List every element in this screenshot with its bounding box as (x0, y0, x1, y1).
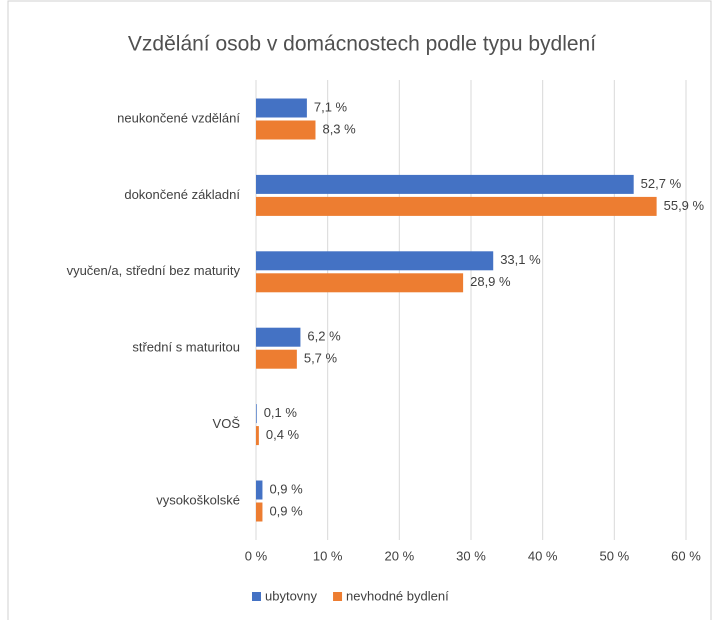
value-label: 0,9 % (269, 503, 303, 518)
chart-title: Vzdělání osob v domácnostech podle typu … (128, 33, 596, 56)
bar (256, 251, 494, 271)
y-tick-label: neukončené vzdělání (117, 110, 240, 125)
x-tick-label: 50 % (600, 548, 630, 563)
x-tick-label: 20 % (385, 548, 415, 563)
value-label: 33,1 % (500, 252, 541, 267)
value-label: 0,4 % (266, 427, 300, 442)
bar (256, 480, 263, 500)
value-label: 52,7 % (641, 176, 682, 191)
value-label: 5,7 % (304, 351, 338, 366)
x-tick-label: 60 % (671, 548, 701, 563)
chart-frame (7, 0, 712, 620)
legend-swatch (333, 592, 343, 601)
bar (256, 98, 307, 118)
bar (256, 502, 263, 522)
value-label: 8,3 % (322, 121, 356, 136)
x-tick-label: 0 % (245, 548, 268, 563)
y-tick-label: vysokoškolské (156, 492, 240, 507)
y-tick-label: střední s maturitou (132, 340, 240, 355)
x-tick-label: 30 % (456, 548, 486, 563)
y-tick-label: dokončené základní (124, 187, 240, 202)
bar (256, 404, 257, 424)
y-tick-label: VOŠ (213, 416, 241, 431)
bar (256, 349, 297, 369)
bar (256, 174, 634, 194)
value-label: 7,1 % (314, 99, 348, 114)
bar (256, 327, 301, 347)
x-tick-label: 40 % (528, 548, 558, 563)
value-label: 28,9 % (470, 274, 511, 289)
legend-swatch (252, 592, 261, 601)
value-label: 6,2 % (307, 329, 341, 344)
legend-label: nevhodné bydlení (346, 588, 449, 603)
bar (256, 273, 464, 293)
legend-label: ubytovny (265, 588, 318, 603)
x-tick-label: 10 % (313, 548, 343, 563)
value-label: 55,9 % (664, 198, 705, 213)
bar (256, 120, 316, 140)
bar (256, 196, 657, 216)
y-tick-label: vyučen/a, střední bez maturity (67, 263, 241, 278)
value-label: 0,1 % (264, 405, 298, 420)
value-label: 0,9 % (269, 481, 303, 496)
bar (256, 426, 259, 446)
